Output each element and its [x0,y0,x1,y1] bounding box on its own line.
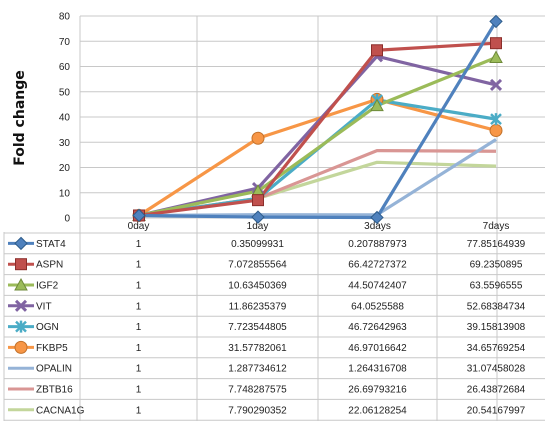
table-cell-value: 46.97016642 [348,343,407,354]
y-tick-label: 80 [59,12,71,23]
table-cell-value: 20.54167997 [467,405,526,416]
point-stat4 [489,14,503,29]
table-cell-value: 10.63450369 [228,281,287,292]
table-row-cacna1g: CACNA1G 1 7.790290352 22.06128254 20.5416799… [8,405,526,416]
series-name: FKBP5 [36,343,68,354]
table-cell-value: 1 [136,343,142,354]
table-row-stat4: STAT4 1 0.35099931 0.207887973 77.85164939 [8,236,526,251]
table-cell-value: 31.07458028 [467,364,526,375]
y-tick-label: 30 [59,138,71,149]
y-tick-label: 40 [59,113,71,124]
x-category-label: 7days [483,221,510,232]
point-igf2 [370,98,384,112]
table-cell-value: 1.264316708 [348,364,407,375]
point-stat4 [370,210,384,225]
point-aspn [490,37,502,50]
point-fkbp5 [251,131,265,145]
series-line-stat4 [138,20,498,220]
point-stat4 [251,210,265,224]
table-cell-value: 39.15813908 [467,322,526,333]
point-stat4 [132,208,146,223]
table-cell-value: 26.43872684 [467,385,526,396]
legend-swatch-marker [14,299,28,312]
table-cell-value: 1 [136,322,142,333]
table-cell-value: 1 [136,301,142,312]
x-category-label: 1day [247,221,269,232]
legend-swatch-marker [14,236,28,251]
table-cell-value: 63.5596555 [470,281,523,292]
y-tick-label: 0 [64,214,70,225]
table-cell-value: 0.207887973 [348,239,407,250]
series-name: ZBTB16 [36,385,73,396]
table-cell-value: 77.85164939 [467,239,526,250]
y-tick-label: 70 [59,37,71,48]
table-row-vit: VIT 1 11.86235379 64.0525588 52.68384734 [8,299,526,312]
table-cell-value: 1 [136,281,142,292]
y-tick-label: 50 [59,87,71,98]
table-cell-value: 66.42727372 [348,260,407,271]
table-cell-value: 26.69793216 [348,385,407,396]
series-name: ASPN [36,260,63,271]
series-name: OGN [36,322,59,333]
data-table: 0day 1day 3days 7days STAT4 1 0.35099931 0.2078… [8,221,526,416]
table-cell-value: 44.50742407 [348,281,407,292]
x-category-label: 3days [364,221,391,232]
table-cell-value: 1 [136,364,142,375]
table-cell-value: 1.287734612 [228,364,287,375]
point-igf2 [489,50,503,64]
y-axis-ticks: 0 10 20 30 40 50 60 70 80 [59,12,71,225]
table-row-fkbp5: FKBP5 1 31.57782061 46.97016642 34.65769254 [8,340,526,354]
point-fkbp5 [489,123,503,137]
table-cell-value: 7.723544805 [228,322,287,333]
legend-swatch-marker [15,258,27,271]
y-tick-label: 20 [59,163,71,174]
table-cell-value: 1 [136,405,142,416]
table-cell-value: 7.748287575 [228,385,287,396]
series-line-igf2 [138,56,497,218]
x-category-label: 0day [128,221,150,232]
series-name: VIT [36,301,52,312]
table-cell-value: 1 [136,385,142,396]
table-cell-value: 52.68384734 [467,301,526,312]
series-name: OPALIN [36,364,72,375]
legend-swatch-marker [15,320,27,333]
series-name: CACNA1G [36,405,85,416]
table-cell-value: 34.65769254 [467,343,526,354]
legend-swatch-marker [14,340,28,354]
y-tick-label: 60 [59,62,71,73]
y-axis-title: Fold change [12,70,28,166]
series-lines [138,20,498,220]
table-cell-value: 69.2350895 [470,260,523,271]
table-cell-value: 7.790290352 [228,405,287,416]
table-row-opalin: OPALIN 1 1.287734612 1.264316708 31.07458028 [8,364,526,375]
series-line-fkbp5 [138,97,497,217]
table-row-zbtb16: ZBTB16 1 7.748287575 26.69793216 26.43872684 [8,385,526,396]
table-cell-value: 64.0525588 [351,301,404,312]
table-cell-value: 1 [136,260,142,271]
point-vit [489,78,503,92]
table-row-igf2: IGF2 1 10.63450369 44.50742407 63.5596555 [8,277,523,292]
table-cell-value: 7.072855564 [228,260,287,271]
series-name: IGF2 [36,281,59,292]
point-aspn [252,194,264,207]
y-tick-label: 10 [59,188,71,199]
point-aspn [371,44,383,57]
table-cell-value: 46.72642963 [348,322,407,333]
table-cell-value: 1 [136,239,142,250]
gridlines [3,15,545,421]
table-cell-value: 0.35099931 [231,239,284,250]
series-name: STAT4 [36,239,66,250]
table-cell-value: 22.06128254 [348,405,407,416]
legend-swatch-marker [14,277,28,291]
table-cell-value: 31.57782061 [228,343,287,354]
table-cell-value: 11.86235379 [229,301,287,312]
table-row-ogn: OGN 1 7.723544805 46.72642963 39.15813908 [8,320,526,333]
series-line-aspn [138,41,497,218]
table-row-aspn: ASPN 1 7.072855564 66.42727372 69.2350895 [8,258,523,271]
point-ogn [490,113,502,126]
series-markers [132,14,503,225]
